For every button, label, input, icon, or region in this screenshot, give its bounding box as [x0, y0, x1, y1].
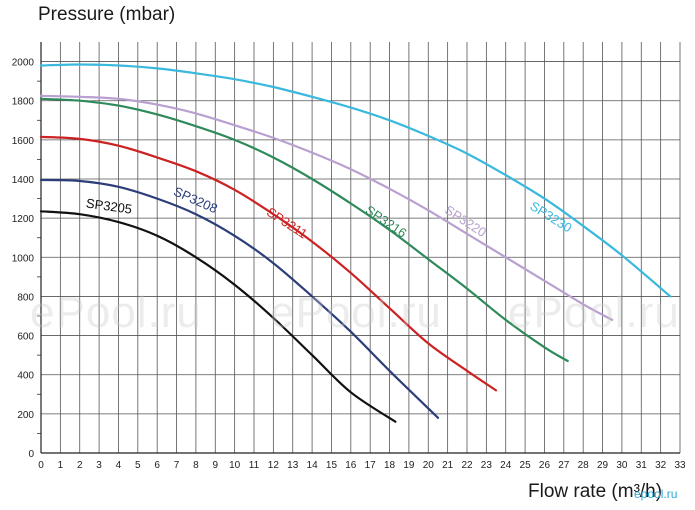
- x-tick-label: 21: [442, 460, 454, 471]
- x-axis-title: Flow rate (m³/h): [528, 481, 663, 502]
- x-tick-label: 10: [229, 460, 241, 471]
- x-tick-label: 19: [403, 460, 415, 471]
- y-tick-label: 800: [17, 292, 34, 303]
- series-line-sp3205: [39, 210, 397, 423]
- y-tick-label: 1000: [12, 253, 35, 264]
- x-tick-label: 24: [500, 460, 512, 471]
- x-tick-label: 13: [287, 460, 299, 471]
- x-tick-label: 7: [174, 460, 180, 471]
- watermark-1: ePool.ru: [30, 288, 202, 337]
- series-line-sp3208: [39, 178, 440, 419]
- x-tick-label: 6: [154, 460, 160, 471]
- series-lines: [39, 63, 672, 423]
- y-tick-labels: 0 200 400 600 800 1000 1200 1400 1600 1800 2000: [12, 58, 35, 460]
- x-tick-label: 9: [212, 460, 218, 471]
- x-tick-label: 17: [365, 460, 377, 471]
- y-tick-label: 0: [28, 449, 34, 460]
- x-tick-label: 5: [135, 460, 141, 471]
- series-line-sp3211: [39, 135, 498, 392]
- y-axis-title: Pressure (mbar): [38, 4, 176, 25]
- y-tick-label: 1800: [12, 97, 35, 108]
- watermark-3: ePool.ru: [508, 288, 680, 337]
- series-label-sp3211: SP3211: [264, 204, 310, 241]
- y-tick-label: 1200: [12, 214, 35, 225]
- y-tick-label: 1400: [12, 175, 35, 186]
- x-tick-label: 18: [384, 460, 396, 471]
- x-tick-label: 4: [116, 460, 122, 471]
- series-label-sp3216: SP3216: [363, 202, 410, 240]
- x-tick-label: 14: [307, 460, 319, 471]
- x-tick-label: 27: [558, 460, 570, 471]
- x-tick-label: 16: [345, 460, 357, 471]
- series-line-sp3216: [39, 97, 569, 363]
- x-tick-label: 22: [461, 460, 473, 471]
- axes: [40, 42, 680, 454]
- x-tick-label: 1: [58, 460, 64, 471]
- x-tick-label: 23: [481, 460, 493, 471]
- watermark-2: ePool.ru: [270, 288, 442, 337]
- x-tick-label: 11: [249, 460, 260, 471]
- x-tick-label: 12: [268, 460, 280, 471]
- x-tick-label: 30: [616, 460, 628, 471]
- x-tick-label: 0: [38, 460, 44, 471]
- series-label-sp3205: SP3205: [85, 195, 133, 216]
- x-tick-label: 8: [193, 460, 199, 471]
- x-tick-label: 26: [539, 460, 551, 471]
- x-tick-label: 32: [655, 460, 667, 471]
- y-tick-label: 600: [17, 332, 34, 343]
- x-tick-label: 25: [520, 460, 532, 471]
- x-tick-label: 33: [674, 460, 686, 471]
- x-tick-label: 28: [578, 460, 590, 471]
- x-tick-label: 15: [326, 460, 338, 471]
- series-label-sp3220: SP3220: [442, 202, 489, 240]
- y-tick-label: 400: [17, 371, 34, 382]
- series-line-sp3230: [39, 63, 672, 298]
- x-tick-label: 29: [597, 460, 609, 471]
- series-line-sp3220: [39, 94, 614, 321]
- y-tick-label: 200: [17, 410, 34, 421]
- x-tick-label: 3: [96, 460, 102, 471]
- x-tick-labels: 0 1 2 3 4 5 6 7 8 9 10 11 12 13 14 15 16 17 18 19 20 21 22 23 24…: [38, 460, 686, 471]
- grid: [37, 42, 681, 454]
- x-tick-label: 31: [636, 460, 648, 471]
- x-tick-label: 20: [423, 460, 435, 471]
- y-tick-label: 2000: [12, 58, 35, 69]
- site-logo: epool.ru: [634, 487, 678, 501]
- y-tick-label: 1600: [12, 136, 35, 147]
- x-tick-label: 2: [77, 460, 83, 471]
